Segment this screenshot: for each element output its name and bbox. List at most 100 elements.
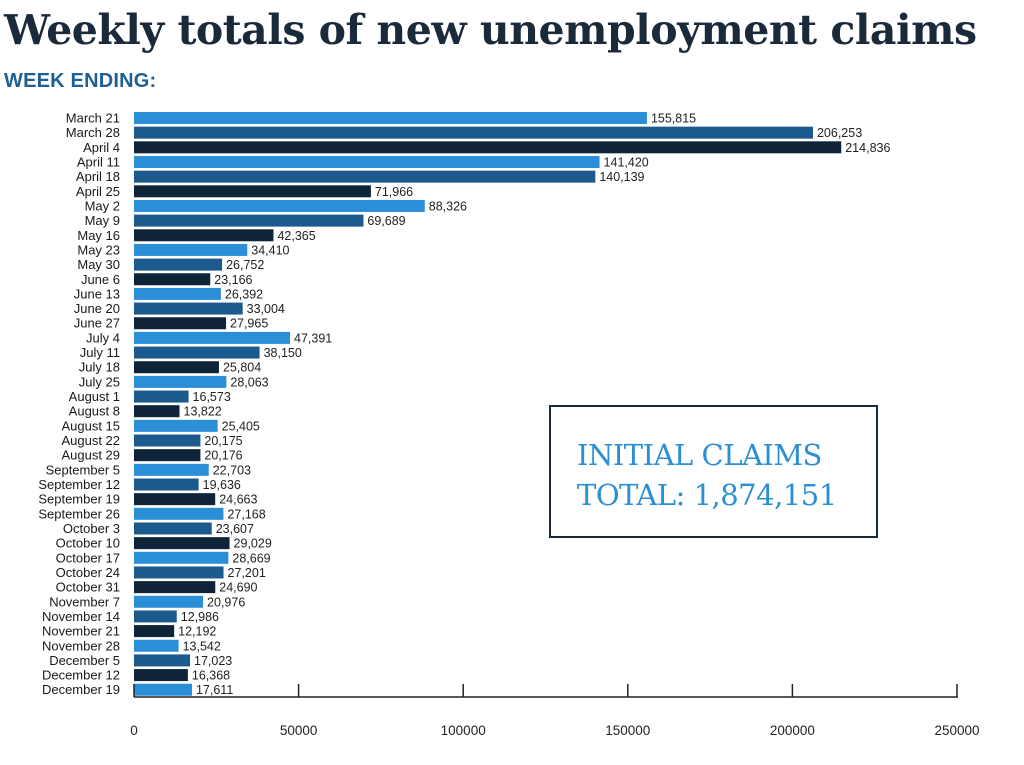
value-label: 155,815 [651, 112, 696, 126]
bar [134, 405, 180, 418]
initial-claims-total-value: TOTAL: 1,874,151 [577, 478, 837, 512]
category-label: May 2 [85, 198, 120, 213]
bar [134, 669, 188, 682]
value-label: 17,023 [194, 654, 232, 668]
value-label: 20,175 [204, 434, 242, 448]
x-tick-label: 250000 [934, 723, 979, 738]
value-label: 141,420 [604, 155, 649, 169]
value-label: 28,063 [230, 375, 268, 389]
value-label: 47,391 [294, 331, 332, 345]
category-label: October 10 [56, 536, 120, 551]
value-label: 19,636 [203, 478, 241, 492]
bar [134, 419, 218, 432]
category-label: December 19 [42, 682, 120, 697]
bar [134, 390, 189, 403]
bar [134, 507, 224, 520]
category-label: April 25 [76, 184, 120, 199]
bar [134, 654, 191, 667]
category-label: September 26 [38, 506, 120, 521]
bar [134, 185, 371, 198]
initial-claims-total-text: INITIAL CLAIMS TOTAL: 1,874,151 [577, 435, 837, 515]
category-label: April 4 [83, 140, 120, 155]
value-label: 20,976 [207, 595, 245, 609]
category-label: October 31 [56, 580, 120, 595]
chart-title: Weekly totals of new unemployment claims [4, 6, 977, 54]
bar [134, 361, 219, 374]
value-label: 42,365 [277, 229, 315, 243]
x-tick-label: 150000 [605, 723, 650, 738]
value-label: 25,804 [223, 361, 261, 375]
value-label: 26,392 [225, 287, 263, 301]
value-label: 12,192 [178, 625, 216, 639]
bar [134, 199, 425, 212]
category-label: April 11 [77, 154, 120, 169]
category-label: June 20 [74, 301, 120, 316]
value-label: 24,663 [219, 493, 257, 507]
bar [134, 625, 175, 638]
x-tick-label: 100000 [441, 723, 486, 738]
bar [134, 229, 274, 242]
bar [134, 610, 177, 623]
category-label: November 14 [42, 609, 120, 624]
value-label: 34,410 [251, 243, 289, 257]
bar [134, 273, 211, 286]
category-label: September 12 [38, 477, 120, 492]
category-label: April 18 [76, 169, 120, 184]
value-label: 13,822 [184, 405, 222, 419]
value-label: 69,689 [367, 214, 405, 228]
bar [134, 493, 216, 506]
bar [134, 258, 223, 271]
value-label: 27,168 [227, 507, 265, 521]
category-label: July 11 [80, 345, 120, 360]
value-label: 27,965 [230, 317, 268, 331]
category-label: August 15 [61, 418, 120, 433]
category-label: November 28 [42, 638, 120, 653]
category-label: July 18 [79, 360, 120, 375]
value-label: 20,176 [204, 449, 242, 463]
value-label: 12,986 [181, 610, 219, 624]
chart-subtitle: WEEK ENDING: [4, 70, 157, 92]
bar [134, 522, 212, 535]
category-label: November 21 [42, 624, 120, 639]
value-label: 88,326 [429, 199, 467, 213]
bar [134, 317, 227, 330]
value-label: 28,669 [232, 551, 270, 565]
category-label: October 17 [56, 550, 120, 565]
category-label: May 16 [77, 228, 120, 243]
category-label: May 30 [77, 257, 120, 272]
x-tick-label: 200000 [770, 723, 815, 738]
bar [134, 287, 221, 300]
value-label: 17,611 [196, 683, 233, 697]
value-label: 140,139 [599, 170, 644, 184]
value-label: 214,836 [845, 141, 890, 155]
value-label: 23,607 [216, 522, 254, 536]
category-label: August 22 [61, 433, 120, 448]
category-label: June 6 [81, 272, 120, 287]
bar [134, 112, 647, 124]
bar [134, 478, 199, 491]
value-label: 13,542 [183, 639, 221, 653]
initial-claims-total-box: INITIAL CLAIMS TOTAL: 1,874,151 [549, 405, 878, 538]
value-label: 33,004 [247, 302, 285, 316]
category-label: November 7 [49, 594, 120, 609]
category-label: March 28 [66, 125, 120, 140]
category-label: June 13 [74, 286, 120, 301]
value-label: 206,253 [817, 126, 862, 140]
bar [134, 551, 229, 564]
bar [134, 595, 204, 608]
bar [134, 141, 842, 154]
value-label: 27,201 [228, 566, 266, 580]
bar [134, 243, 248, 256]
category-label: December 5 [49, 653, 120, 668]
category-label: October 3 [63, 521, 120, 536]
bar [134, 302, 243, 315]
category-label: July 4 [86, 330, 120, 345]
x-tick-label: 50000 [280, 723, 318, 738]
category-label: September 19 [38, 492, 120, 507]
category-label: September 5 [46, 462, 120, 477]
bar [134, 434, 201, 447]
category-label: May 23 [77, 242, 120, 257]
x-tick-label: 0 [130, 723, 138, 738]
value-label: 23,166 [214, 273, 252, 287]
